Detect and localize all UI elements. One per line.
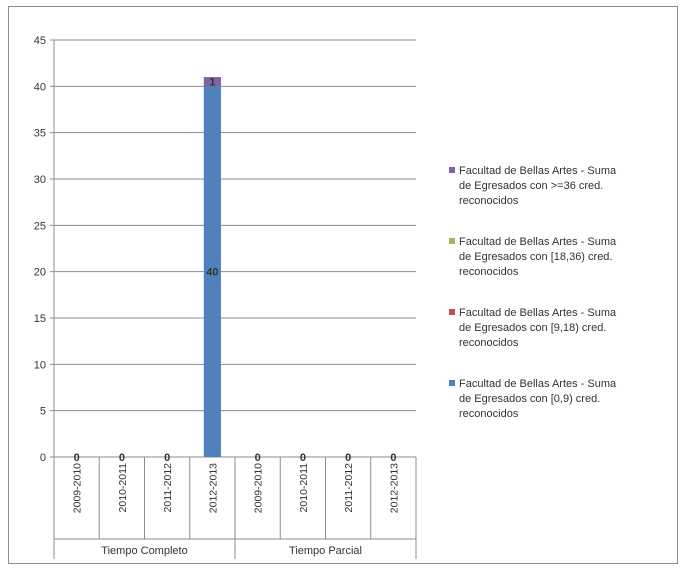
legend-label: de Egresados con [18,36) cred. bbox=[459, 251, 612, 263]
x-group-label: Tiempo Parcial bbox=[289, 545, 362, 557]
legend-label: Facultad de Bellas Artes - Suma bbox=[459, 236, 617, 248]
legend-label: Facultad de Bellas Artes - Suma bbox=[459, 165, 617, 177]
legend-label: reconocidos bbox=[459, 195, 519, 207]
data-label: 0 bbox=[345, 452, 351, 464]
y-tick-label: 40 bbox=[34, 81, 46, 93]
bar-segment bbox=[203, 86, 221, 457]
x-category-label: 2011-2012 bbox=[343, 463, 355, 513]
bars bbox=[203, 77, 221, 457]
data-labels: 0 0 0 40 1 0 0 0 0 bbox=[74, 77, 397, 464]
y-tick-label: 30 bbox=[34, 174, 46, 186]
data-label: 0 bbox=[74, 452, 80, 464]
bar-segment bbox=[203, 77, 221, 87]
data-label: 0 bbox=[300, 452, 306, 464]
y-tick-label: 15 bbox=[34, 313, 46, 325]
data-label: 40 bbox=[206, 267, 218, 279]
data-label: 0 bbox=[255, 452, 261, 464]
gridlines bbox=[54, 39, 416, 412]
legend-label: de Egresados con >=36 cred. bbox=[459, 180, 603, 192]
data-label: 0 bbox=[119, 452, 125, 464]
legend-label: Facultad de Bellas Artes - Suma bbox=[459, 378, 617, 390]
legend-swatch bbox=[449, 380, 455, 386]
legend-swatch bbox=[449, 309, 455, 315]
legend-label: reconocidos bbox=[459, 408, 519, 420]
legend-swatch bbox=[449, 238, 455, 244]
x-category-label: 2009-2010 bbox=[72, 463, 84, 513]
legend-label: de Egresados con [9,18) cred. bbox=[459, 322, 606, 334]
chart-frame: 0 5 10 15 20 25 30 35 40 45 2009-2010 2010-2011 2011… bbox=[8, 6, 678, 564]
x-category-label: 2011-2012 bbox=[162, 463, 174, 513]
legend: Facultad de Bellas Artes - Suma de Egresa… bbox=[449, 165, 617, 420]
x-category-label: 2010-2011 bbox=[117, 463, 129, 513]
y-tick-label: 25 bbox=[34, 220, 46, 232]
legend-label: reconocidos bbox=[459, 266, 519, 278]
y-tick-label: 10 bbox=[34, 359, 46, 371]
legend-swatch bbox=[449, 167, 455, 173]
y-tick-label: 20 bbox=[34, 267, 46, 279]
legend-label: reconocidos bbox=[459, 337, 519, 349]
x-category-label: 2012-2013 bbox=[207, 463, 219, 513]
data-label-top: 1 bbox=[209, 77, 215, 89]
y-tick-label: 0 bbox=[40, 452, 46, 464]
y-tick-label: 45 bbox=[34, 35, 46, 47]
x-category-label: 2010-2011 bbox=[298, 463, 310, 513]
y-tick-label: 35 bbox=[34, 128, 46, 140]
data-label: 0 bbox=[164, 452, 170, 464]
x-category-label: 2009-2010 bbox=[253, 463, 265, 513]
y-tick-label: 5 bbox=[40, 406, 46, 418]
legend-label: de Egresados con [0,9) cred. bbox=[459, 393, 600, 405]
x-group-label: Tiempo Completo bbox=[101, 545, 187, 557]
x-category-label: 2012-2013 bbox=[388, 463, 400, 513]
data-label: 0 bbox=[390, 452, 396, 464]
legend-label: Facultad de Bellas Artes - Suma bbox=[459, 307, 617, 319]
